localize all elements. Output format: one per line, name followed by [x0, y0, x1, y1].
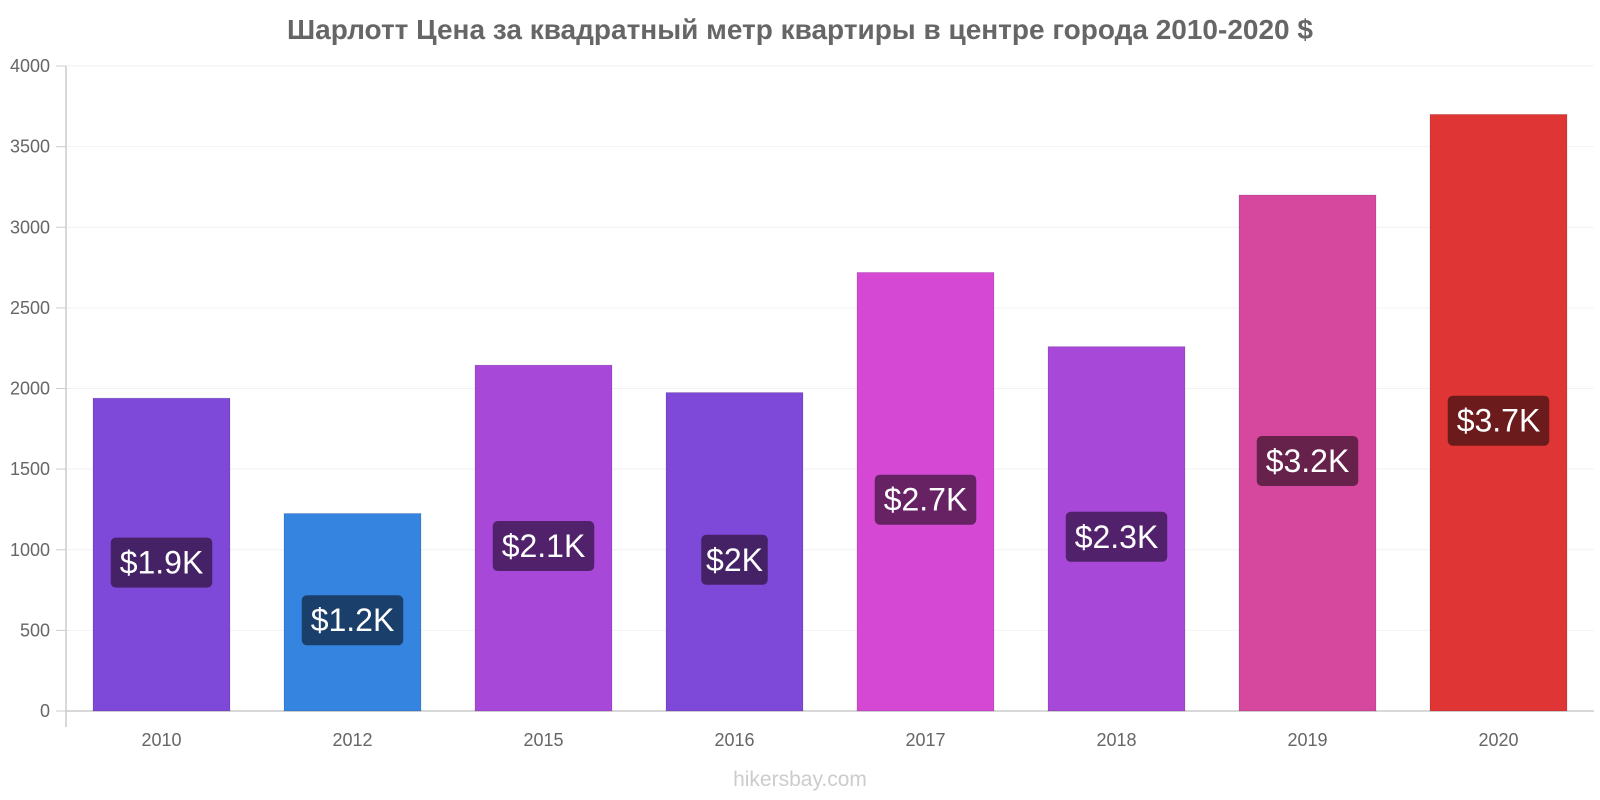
value-label: $1.9K — [120, 545, 204, 581]
value-labels: $1.9K $1.2K $2.1K $2K $2.7K $2.3K $3.2K $3.7K — [110, 395, 1550, 646]
value-label: $2.7K — [884, 482, 968, 518]
value-label-bg — [110, 537, 213, 588]
value-label-bg — [1065, 511, 1168, 562]
value-label-bg — [1256, 436, 1359, 486]
value-label: $1.2K — [311, 602, 395, 638]
value-label: $2K — [706, 542, 763, 578]
axes: 0 500 1000 1500 2000 2500 3000 3500 4000 2010 2012… — [10, 56, 1594, 750]
x-tick-label: 2016 — [714, 730, 754, 750]
value-label-bg — [492, 521, 595, 572]
x-tick-label: 2015 — [523, 730, 563, 750]
value-label: $3.7K — [1457, 403, 1541, 439]
value-label-bg — [874, 474, 977, 525]
x-tick-label: 2012 — [332, 730, 372, 750]
x-tick-label: 2017 — [905, 730, 945, 750]
footer-credit: hikersbay.com — [733, 768, 867, 791]
y-tick-label: 500 — [20, 620, 50, 640]
y-tick-label: 3000 — [10, 217, 50, 237]
x-tick-label: 2020 — [1478, 730, 1518, 750]
value-label: $2.1K — [502, 528, 586, 564]
y-tick-label: 0 — [40, 701, 50, 721]
value-label-bg — [301, 595, 404, 646]
y-tick-label: 4000 — [10, 56, 50, 76]
value-label: $2.3K — [1075, 519, 1159, 555]
y-tick-label: 3500 — [10, 137, 50, 157]
chart-title: Шарлотт Цена за квадратный метр квартиры… — [287, 14, 1313, 45]
x-tick-label: 2018 — [1096, 730, 1136, 750]
x-tick-label: 2010 — [141, 730, 181, 750]
x-tick-label: 2019 — [1287, 730, 1327, 750]
y-tick-label: 1000 — [10, 540, 50, 560]
value-label: $3.2K — [1266, 443, 1350, 479]
y-tick-label: 2500 — [10, 298, 50, 318]
value-label-bg — [701, 534, 768, 585]
y-tick-label: 2000 — [10, 379, 50, 399]
value-label-bg — [1447, 395, 1550, 446]
y-tick-label: 1500 — [10, 459, 50, 479]
